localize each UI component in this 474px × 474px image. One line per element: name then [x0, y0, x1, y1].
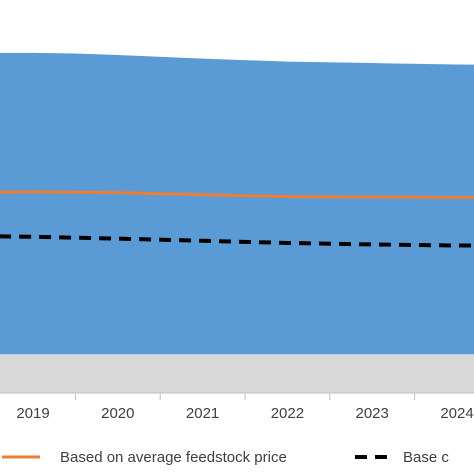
series-line-2 — [0, 234, 474, 248]
x-tick-label: 2022 — [271, 405, 304, 422]
x-tick-label: 2019 — [16, 405, 49, 422]
x-tick-label: 2021 — [186, 405, 219, 422]
range-area — [0, 52, 474, 355]
x-axis: 2019 2020 2021 2022 2023 2024 — [0, 392, 474, 422]
legend-label-2: Base c — [403, 449, 449, 466]
plot-area — [0, 52, 474, 393]
x-tick-label: 2020 — [101, 405, 134, 422]
series-line-1 — [0, 190, 474, 199]
x-tick-label: 2024 — [440, 405, 473, 422]
floor-band — [0, 354, 474, 393]
legend: Based on average feedstock price Base c — [2, 449, 449, 466]
legend-label-1: Based on average feedstock price — [60, 449, 287, 466]
x-tick-label: 2023 — [356, 405, 389, 422]
